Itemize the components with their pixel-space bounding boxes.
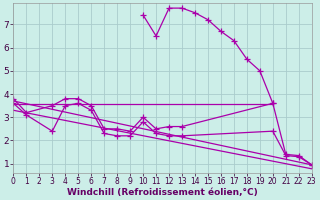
X-axis label: Windchill (Refroidissement éolien,°C): Windchill (Refroidissement éolien,°C) bbox=[67, 188, 258, 197]
